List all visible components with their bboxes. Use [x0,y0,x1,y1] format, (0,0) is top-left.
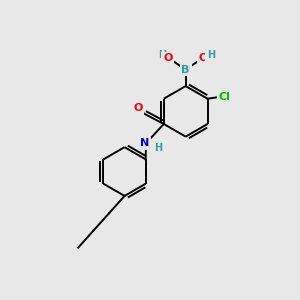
Text: H: H [158,50,166,61]
Text: O: O [133,103,142,113]
Text: H: H [154,143,163,153]
Text: O: O [199,53,208,64]
Text: B: B [182,65,190,75]
Text: H: H [207,50,215,61]
Text: Cl: Cl [219,92,231,102]
Text: O: O [163,53,172,64]
Text: N: N [140,138,150,148]
